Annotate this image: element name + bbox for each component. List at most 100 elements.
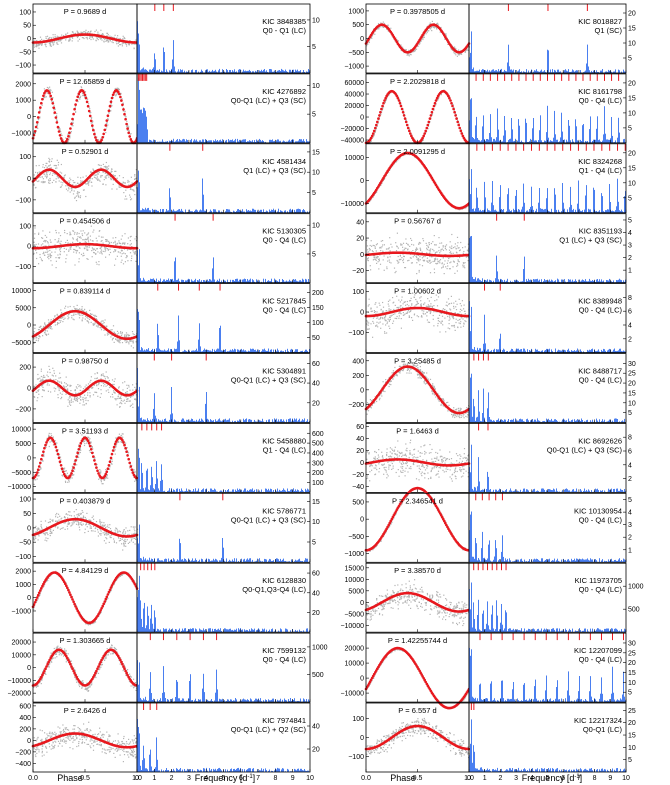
- spectrum-bar: [138, 311, 139, 353]
- spectrum-bar: [176, 348, 177, 353]
- spectrum-bar: [143, 277, 144, 283]
- spectrum-bar: [264, 348, 265, 353]
- phase-point: [37, 172, 39, 174]
- phase-point: [93, 525, 95, 527]
- phase-point: [58, 389, 60, 392]
- spectrum-bar: [142, 208, 143, 213]
- phase-point: [78, 258, 80, 260]
- phase-point: [38, 335, 40, 337]
- phase-point: [68, 40, 70, 42]
- phase-point: [119, 342, 121, 344]
- spectrum-bar: [175, 141, 176, 143]
- phase-point: [124, 243, 126, 245]
- spectrum-bar: [200, 346, 201, 353]
- spectrum-bar: [156, 348, 157, 353]
- spectrum-bar: [263, 209, 264, 213]
- spectrum-bar: [239, 488, 240, 493]
- phase-point: [50, 391, 52, 393]
- phase-point: [107, 249, 109, 251]
- phase-point: [111, 178, 113, 180]
- phase-point: [49, 182, 51, 184]
- phase-point: [42, 389, 44, 391]
- phase-point: [79, 195, 82, 197]
- phase-point: [44, 173, 46, 175]
- phase-point: [77, 40, 79, 42]
- phase-point: [60, 240, 62, 242]
- spectrum-bar: [271, 489, 272, 493]
- model-point: [58, 134, 62, 137]
- phase-point: [108, 174, 110, 176]
- phase-point: [95, 177, 97, 179]
- spectrum-bar: [248, 210, 249, 213]
- spectrum-bar: [254, 140, 255, 143]
- phase-point: [126, 198, 128, 200]
- freq-ytick-label: 50: [312, 335, 320, 342]
- spectrum-bar: [297, 69, 298, 73]
- phase-point: [43, 326, 45, 328]
- phase-point: [35, 45, 37, 47]
- spectrum-bar: [174, 261, 175, 283]
- phase-point: [88, 246, 90, 248]
- phase-point: [106, 122, 108, 124]
- phase-point: [106, 32, 108, 34]
- phase-point: [106, 325, 108, 327]
- phase-point: [127, 333, 129, 336]
- spectrum-bar: [157, 141, 158, 143]
- phase-point: [122, 102, 124, 104]
- spectrum-bar: [209, 279, 210, 283]
- phase-point: [74, 307, 76, 310]
- phase-point: [85, 37, 87, 39]
- phase-point: [95, 174, 97, 176]
- spectrum-bar: [249, 140, 250, 143]
- phase-point: [54, 251, 56, 253]
- spectrum-bar: [250, 210, 251, 213]
- phase-point: [49, 42, 51, 44]
- phase-point: [124, 110, 126, 112]
- spectrum-bar: [143, 488, 144, 493]
- model-point: [123, 443, 126, 447]
- phase-point: [91, 387, 94, 389]
- spectrum-bar: [227, 209, 228, 213]
- phase-point: [45, 162, 47, 164]
- spectrum-bar: [176, 139, 177, 143]
- phase-point: [55, 181, 57, 183]
- model-point: [96, 469, 99, 473]
- spectrum-bar: [290, 489, 291, 493]
- phase-point: [118, 433, 120, 435]
- phase-point: [43, 389, 45, 391]
- phase-point: [133, 253, 135, 255]
- spectrum-bar: [233, 489, 234, 493]
- spectrum-bar: [242, 139, 243, 143]
- phase-point: [132, 384, 134, 386]
- spectrum-bar: [252, 279, 253, 283]
- phase-point: [118, 186, 120, 188]
- phase-point: [44, 181, 46, 183]
- phase-point: [127, 260, 129, 262]
- model-point: [82, 91, 86, 94]
- phase-point: [124, 336, 126, 338]
- phase-point: [70, 121, 73, 124]
- spectrum-bar: [211, 210, 212, 213]
- spectrum-bar: [144, 209, 145, 213]
- spectrum-bar: [219, 418, 220, 423]
- spectrum-bar: [265, 71, 266, 73]
- phase-point: [36, 528, 38, 530]
- phase-point: [120, 399, 122, 401]
- phase-point: [97, 178, 99, 180]
- kic-label: KIC 3848385: [262, 17, 306, 26]
- phase-point: [65, 241, 67, 244]
- phase-point: [114, 88, 116, 90]
- spectrum-bar: [216, 140, 217, 143]
- phase-point: [123, 42, 125, 44]
- phase-point: [33, 137, 35, 139]
- spectrum-bar: [261, 209, 262, 213]
- phase-point: [131, 182, 133, 184]
- spectrum-bar: [221, 141, 222, 143]
- phase-point: [52, 41, 54, 43]
- spectrum-bar: [281, 210, 282, 213]
- phase-point: [102, 524, 104, 526]
- model-point: [41, 97, 44, 101]
- spectrum-bar: [252, 348, 253, 353]
- phase-ytick-label: 100: [19, 223, 31, 230]
- model-point: [109, 456, 113, 460]
